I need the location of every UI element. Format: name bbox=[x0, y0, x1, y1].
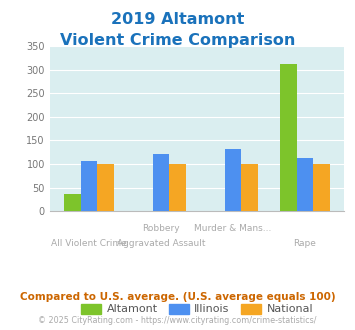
Text: Violent Crime Comparison: Violent Crime Comparison bbox=[60, 33, 295, 48]
Bar bbox=[81, 161, 98, 211]
Bar bbox=[98, 164, 114, 211]
Text: All Violent Crime: All Violent Crime bbox=[51, 239, 127, 248]
Text: © 2025 CityRating.com - https://www.cityrating.com/crime-statistics/: © 2025 CityRating.com - https://www.city… bbox=[38, 316, 317, 325]
Bar bbox=[65, 194, 81, 211]
Bar bbox=[313, 164, 329, 211]
Bar bbox=[241, 164, 258, 211]
Bar bbox=[153, 154, 169, 211]
Bar bbox=[225, 148, 241, 211]
Bar bbox=[296, 158, 313, 211]
Text: Compared to U.S. average. (U.S. average equals 100): Compared to U.S. average. (U.S. average … bbox=[20, 292, 335, 302]
Bar bbox=[280, 64, 296, 211]
Legend: Altamont, Illinois, National: Altamont, Illinois, National bbox=[77, 299, 317, 319]
Text: 2019 Altamont: 2019 Altamont bbox=[111, 12, 244, 26]
Text: Aggravated Assault: Aggravated Assault bbox=[117, 239, 205, 248]
Bar bbox=[169, 164, 186, 211]
Text: Robbery: Robbery bbox=[142, 224, 180, 233]
Text: Murder & Mans...: Murder & Mans... bbox=[194, 224, 272, 233]
Text: Rape: Rape bbox=[293, 239, 316, 248]
